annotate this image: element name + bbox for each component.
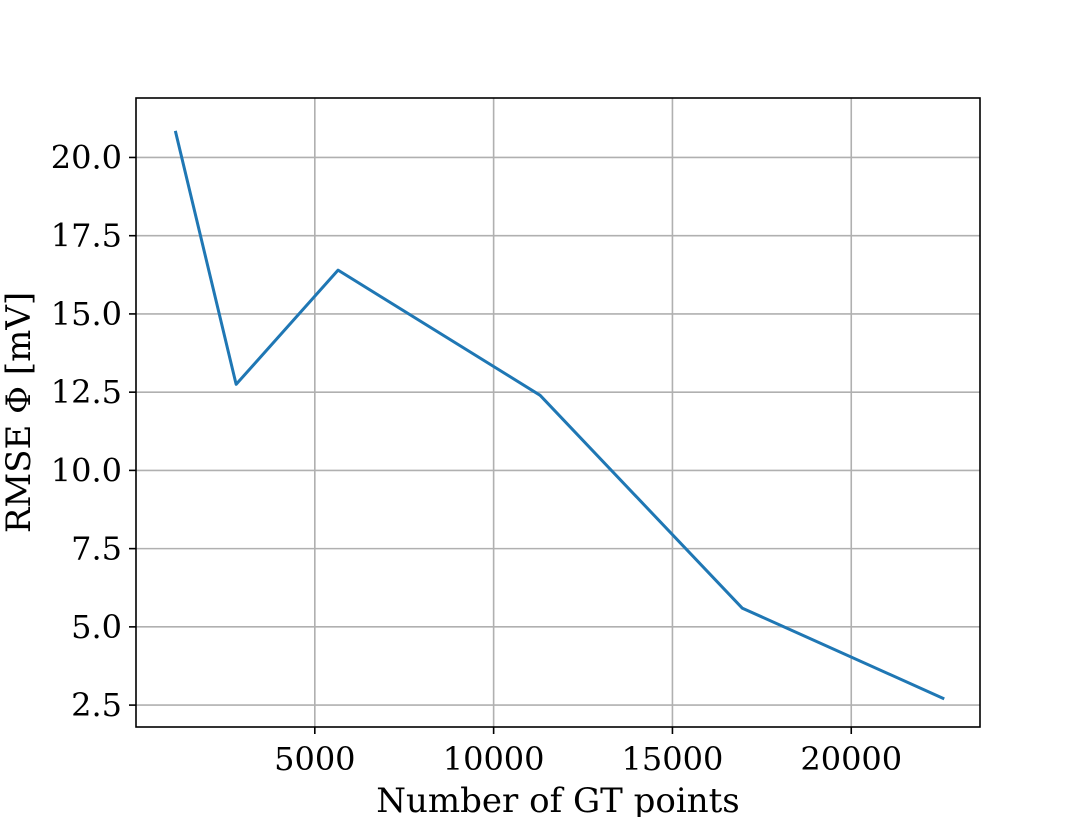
x-tick-label: 10000	[443, 740, 545, 778]
y-tick-label: 2.5	[71, 686, 122, 724]
x-tick-label: 15000	[622, 740, 724, 778]
x-axis-label: Number of GT points	[376, 781, 739, 817]
y-tick-label: 7.5	[71, 530, 122, 568]
y-tick-label: 17.5	[51, 217, 122, 255]
x-tick-label: 20000	[800, 740, 902, 778]
series-layer	[173, 130, 945, 701]
y-tick-label: 5.0	[71, 608, 122, 646]
y-tick-label: 12.5	[51, 373, 122, 411]
y-tick-label: 10.0	[51, 451, 122, 489]
y-axis-label: RMSE Φ [mV]	[0, 292, 39, 533]
series-line	[173, 130, 945, 701]
x-tick-label: 5000	[274, 740, 355, 778]
plot-frame	[135, 97, 981, 728]
grid-lines	[136, 98, 980, 727]
y-tick-label: 15.0	[51, 295, 122, 333]
y-tick-label: 20.0	[51, 138, 122, 176]
x-axis-ticks: 5000 10000 15000 20000	[274, 727, 902, 778]
y-axis-ticks: 2.5 5.0 7.5 10.0 12.5 15.0 17.5 20.0	[51, 138, 136, 724]
